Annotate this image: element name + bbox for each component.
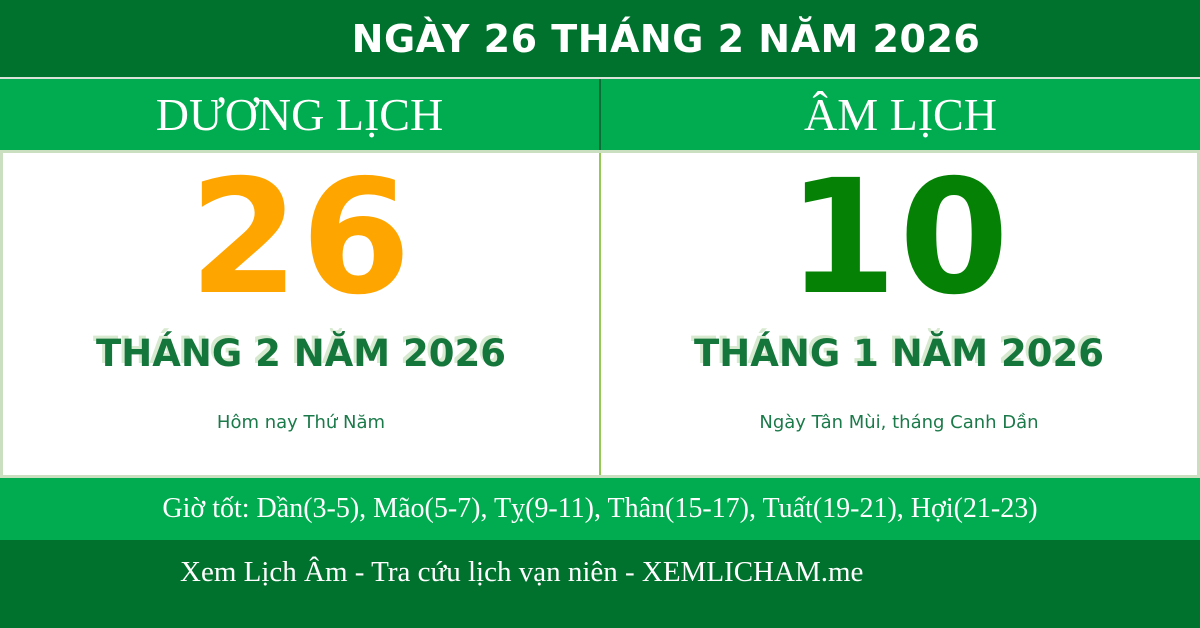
column-divider — [599, 153, 601, 475]
solar-calendar-header-label: DƯƠNG LỊCH — [155, 89, 444, 140]
lunar-day-number: 10 — [787, 146, 1011, 330]
calendar-body: 26 THÁNG 2 NĂM 2026 Hôm nay Thứ Năm 10 T… — [0, 150, 1200, 478]
page-title: NGÀY 26 THÁNG 2 NĂM 2026 — [351, 16, 981, 61]
solar-month-year: THÁNG 2 NĂM 2026 — [96, 332, 506, 375]
date-title-bar: NGÀY 26 THÁNG 2 NĂM 2026 — [0, 0, 1200, 77]
good-hours-bar: Giờ tốt: Dần(3-5), Mão(5-7), Tỵ(9-11), T… — [0, 478, 1200, 540]
solar-day-number: 26 — [189, 146, 413, 330]
footer-brand-text: Xem Lịch Âm - Tra cứu lịch vạn niên - XE… — [180, 556, 864, 588]
lunar-calendar-header: ÂM LỊCH — [599, 79, 1200, 150]
lunar-canchi-note: Ngày Tân Mùi, tháng Canh Dần — [759, 412, 1039, 434]
lunar-panel: 10 THÁNG 1 NĂM 2026 Ngày Tân Mùi, tháng … — [601, 153, 1197, 475]
lunar-month-year: THÁNG 1 NĂM 2026 — [694, 332, 1104, 375]
solar-panel: 26 THÁNG 2 NĂM 2026 Hôm nay Thứ Năm — [3, 153, 599, 475]
footer-bar: Xem Lịch Âm - Tra cứu lịch vạn niên - XE… — [0, 540, 1200, 628]
solar-weekday-note: Hôm nay Thứ Năm — [216, 412, 386, 434]
calendar-type-headers: DƯƠNG LỊCH ÂM LỊCH — [0, 77, 1200, 150]
lunar-calendar-header-label: ÂM LỊCH — [804, 89, 997, 140]
good-hours-text: Giờ tốt: Dần(3-5), Mão(5-7), Tỵ(9-11), T… — [162, 493, 1038, 524]
solar-calendar-header: DƯƠNG LỊCH — [0, 79, 599, 150]
